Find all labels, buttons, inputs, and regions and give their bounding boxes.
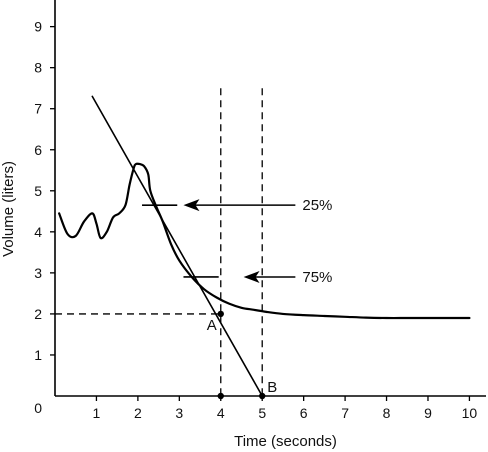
x-tick-label: 1 bbox=[93, 405, 101, 421]
tick-labels: 1 2 3 4 5 6 7 8 9 10 1 2 3 4 5 6 7 8 9 0 bbox=[34, 19, 477, 421]
point-label: A bbox=[207, 317, 217, 334]
point-label: B bbox=[267, 379, 277, 396]
y-tick-label: 9 bbox=[34, 19, 42, 35]
annotation-arrowhead bbox=[243, 270, 260, 283]
x-tick-label: 10 bbox=[462, 405, 478, 421]
x-tick-label: 3 bbox=[175, 405, 183, 421]
y-tick-label: 1 bbox=[34, 347, 42, 363]
y-tick-label: 3 bbox=[34, 265, 42, 281]
points: AB bbox=[207, 310, 277, 400]
x-tick-label: 9 bbox=[424, 405, 432, 421]
axes bbox=[50, 0, 486, 401]
x-axis-title: Time (seconds) bbox=[234, 433, 337, 450]
volume-curve bbox=[58, 162, 471, 320]
x-tick-label: 6 bbox=[300, 405, 308, 421]
annotations: 25% 75% bbox=[183, 197, 332, 286]
y-tick-label: 6 bbox=[34, 142, 42, 158]
x-tick-label: 4 bbox=[217, 405, 225, 421]
annotation-label: 25% bbox=[302, 197, 332, 214]
x-tick-label: 8 bbox=[383, 405, 391, 421]
x-tick-label: 2 bbox=[134, 405, 142, 421]
x-tick-label: 7 bbox=[341, 405, 349, 421]
reference-lines bbox=[55, 88, 263, 396]
data-point bbox=[217, 310, 224, 318]
annotation-label: 75% bbox=[302, 269, 332, 286]
origin-label: 0 bbox=[34, 400, 42, 416]
series-lines bbox=[58, 95, 471, 397]
y-tick-label: 8 bbox=[34, 60, 42, 76]
y-tick-label: 7 bbox=[34, 101, 42, 117]
level-marks bbox=[142, 204, 219, 278]
y-tick-label: 2 bbox=[34, 306, 42, 322]
annotation-arrowhead bbox=[183, 199, 200, 212]
data-point bbox=[259, 392, 266, 400]
x-tick-label: 5 bbox=[258, 405, 266, 421]
data-point bbox=[217, 392, 224, 400]
y-tick-label: 4 bbox=[34, 224, 42, 240]
y-axis-title: Volume (liters) bbox=[0, 161, 17, 257]
extrapolation-line bbox=[91, 95, 264, 397]
y-tick-label: 5 bbox=[34, 183, 42, 199]
